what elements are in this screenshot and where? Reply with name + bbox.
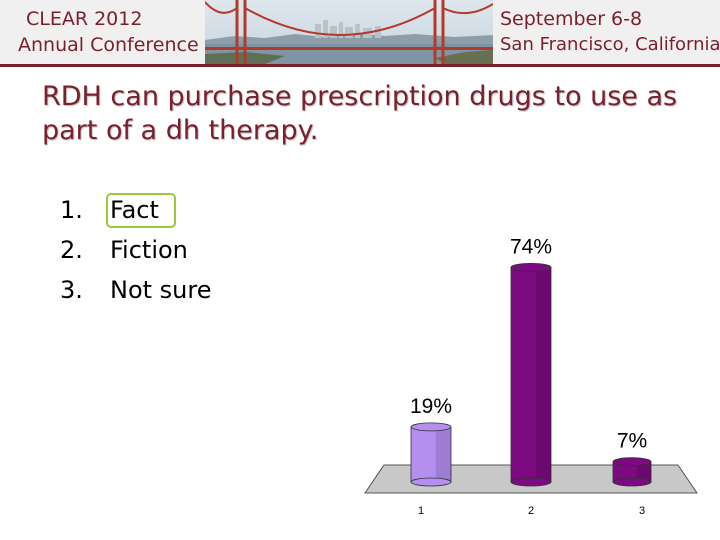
data-label: 74%	[510, 235, 552, 258]
bar-body	[410, 426, 452, 483]
conference-name: CLEAR 2012	[26, 8, 143, 30]
category-label: 2	[528, 505, 534, 517]
bar-top	[612, 457, 652, 467]
bar-base	[510, 477, 552, 487]
chart-bars	[410, 262, 652, 487]
conference-location: San Francisco, California	[500, 34, 720, 55]
conference-dates: September 6-8	[500, 8, 643, 30]
bar-body	[510, 266, 552, 483]
bar-base	[612, 477, 652, 487]
golden-gate-photo	[205, 0, 493, 64]
data-label: 7%	[617, 430, 647, 453]
bar-body	[612, 461, 652, 483]
category-label: 3	[639, 505, 645, 517]
bar-shade	[535, 267, 551, 482]
data-label: 19%	[410, 395, 452, 418]
category-label: 1	[418, 505, 424, 517]
banner-date-panel: September 6-8 San Francisco, California	[493, 0, 720, 64]
bar-shade	[435, 426, 451, 482]
option-number: 1.	[60, 196, 83, 224]
banner-conference-panel: CLEAR 2012 Annual Conference	[0, 0, 205, 64]
bar-top	[510, 262, 552, 272]
correct-answer-highlight	[106, 193, 176, 228]
bar-3	[612, 457, 652, 487]
bar-1	[410, 422, 452, 487]
option-label: Fiction	[110, 236, 188, 264]
bar-2	[510, 262, 552, 487]
option-label: Fact	[110, 196, 159, 224]
conference-banner: CLEAR 2012 Annual Conference	[0, 0, 720, 68]
option-number: 2.	[60, 236, 83, 264]
chart-floor	[364, 464, 698, 494]
chart-floor-plane	[364, 464, 698, 494]
conference-subtitle: Annual Conference	[18, 34, 199, 56]
banner-divider	[0, 64, 720, 67]
bar-shade	[636, 461, 651, 482]
bar-base	[410, 477, 452, 487]
option-label: Not sure	[110, 276, 212, 304]
option-number: 3.	[60, 276, 83, 304]
slide-title: RDH can purchase prescription drugs to u…	[42, 81, 678, 146]
bar-top	[410, 422, 452, 432]
chart-labels: 19% 1 74% 2 7% 3	[410, 235, 647, 517]
